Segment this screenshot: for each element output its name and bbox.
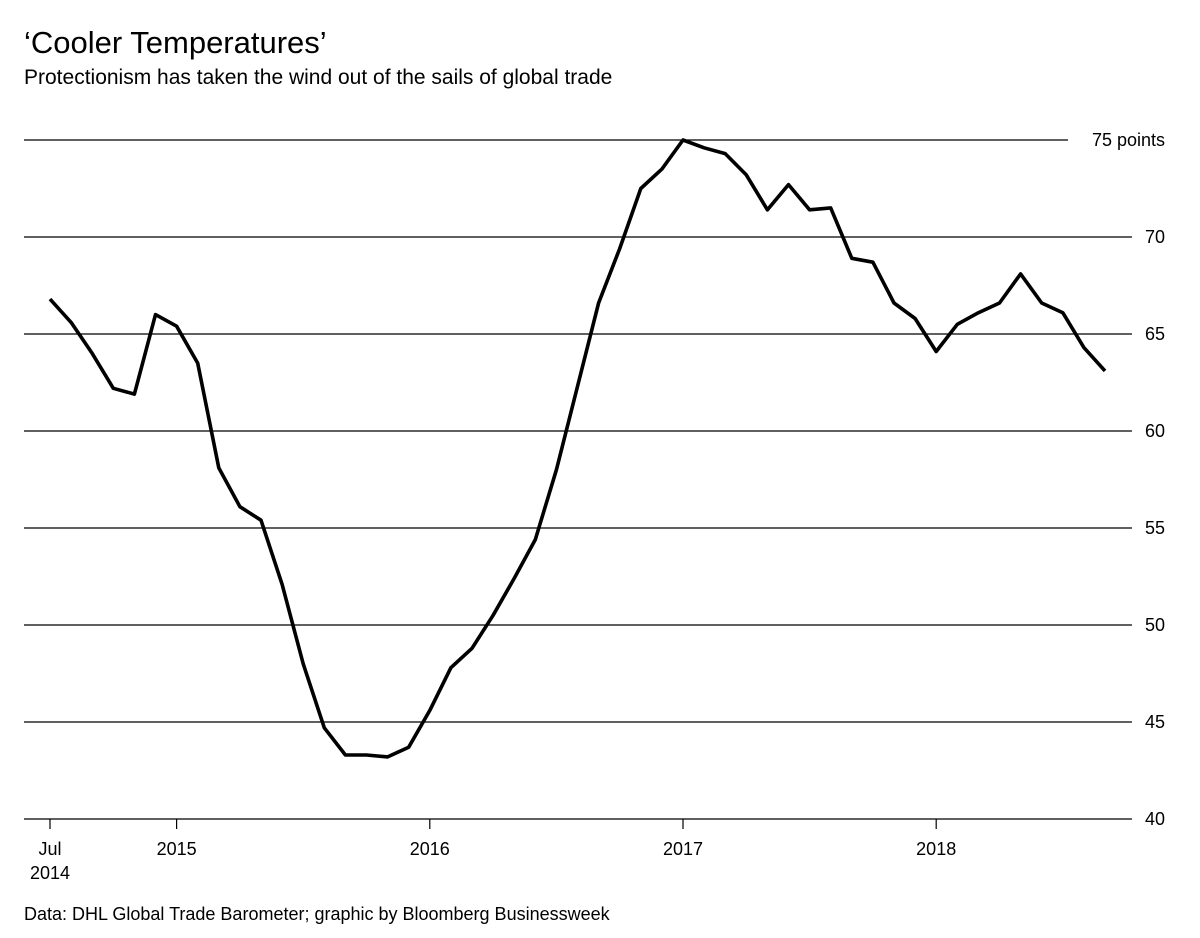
x-tick-label-2014-07: Jul — [38, 839, 61, 859]
x-tick-label-2018-01: 2018 — [916, 839, 956, 859]
source-note: Data: DHL Global Trade Barometer; graphi… — [24, 904, 610, 924]
series-line-0 — [48, 138, 1107, 759]
x-tick-label-year-2014-07: 2014 — [30, 863, 70, 883]
y-tick-label-50: 50 — [1145, 615, 1165, 635]
y-tick-label-65: 65 — [1145, 324, 1165, 344]
y-tick-label-55: 55 — [1145, 518, 1165, 538]
y-tick-label-60: 60 — [1145, 421, 1165, 441]
chart-title: ‘Cooler Temperatures’ — [24, 25, 327, 60]
x-tick-label-2015-01: 2015 — [157, 839, 197, 859]
y-tick-label-40: 40 — [1145, 809, 1165, 829]
x-tick-label-2017-01: 2017 — [663, 839, 703, 859]
chart-subtitle: Protectionism has taken the wind out of … — [24, 66, 613, 89]
x-tick-label-2016-01: 2016 — [410, 839, 450, 859]
y-tick-label-75: 75 points — [1092, 130, 1165, 150]
y-tick-label-70: 70 — [1145, 227, 1165, 247]
y-tick-label-45: 45 — [1145, 712, 1165, 732]
